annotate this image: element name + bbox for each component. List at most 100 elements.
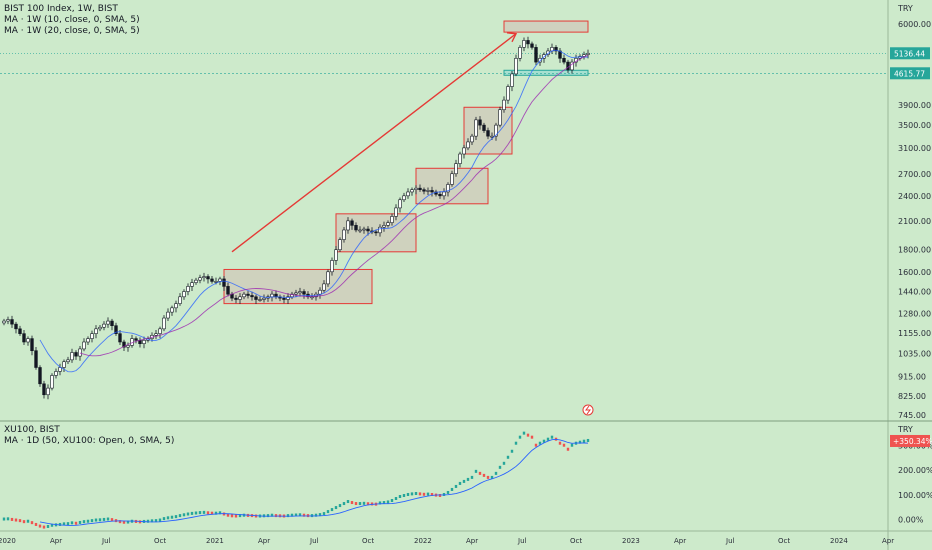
candle (194, 279, 198, 283)
candle (34, 350, 38, 368)
lower-legend: XU100, BIST MA · 1D (50, XU100: Open, 0,… (4, 425, 174, 447)
candle (382, 225, 386, 228)
ma-fast-label[interactable]: MA · 1W (10, close, 0, SMA, 5) (4, 15, 140, 25)
candle (586, 52, 590, 55)
compare-candle (50, 523, 54, 527)
ma-slow-line (79, 54, 589, 357)
candle (50, 375, 54, 389)
compare-title[interactable]: XU100, BIST (4, 425, 60, 435)
compare-candle (322, 512, 326, 516)
candle (226, 286, 230, 295)
candle (166, 311, 170, 319)
compare-tick: 100.00% (898, 491, 932, 500)
compare-candle (326, 510, 330, 514)
consolidation-box-1 (223, 268, 373, 305)
compare-candle (562, 443, 566, 447)
compare-candle (94, 518, 98, 522)
candle (86, 338, 90, 343)
price-tick: 1035.00 (898, 349, 931, 358)
compare-candle (234, 514, 238, 518)
last-price-text: 5136.44 (894, 49, 925, 58)
time-tick: Apr (466, 537, 478, 545)
candle (186, 286, 190, 292)
compare-candle (82, 520, 86, 524)
candle (258, 299, 262, 301)
compare-candle (42, 525, 46, 529)
compare-candle (2, 517, 6, 521)
candle (82, 341, 86, 350)
compare-candle (122, 520, 126, 524)
compare-candle (542, 439, 546, 443)
compare-candle (202, 510, 206, 514)
compare-candle (10, 517, 14, 521)
candle (330, 260, 334, 273)
compare-candle (98, 518, 102, 522)
candle (466, 141, 470, 149)
compare-candle (534, 443, 538, 447)
price-tick: 6000.00 (898, 20, 931, 29)
candle (374, 231, 378, 234)
candle (206, 276, 210, 280)
compare-candle (582, 439, 586, 443)
candle (214, 281, 218, 283)
compare-candle (74, 521, 78, 525)
compare-candle (406, 492, 410, 496)
compare-candle (526, 433, 530, 437)
price-tick: 915.00 (898, 372, 926, 381)
compare-candle (334, 506, 338, 510)
ma-slow-label[interactable]: MA · 1W (20, close, 0, SMA, 5) (4, 26, 140, 36)
price-tick: 745.00 (898, 411, 926, 420)
price-tick: 1280.00 (898, 310, 931, 319)
compare-tick: 200.00% (898, 466, 932, 475)
candle (162, 317, 166, 330)
compare-candle (402, 493, 406, 497)
compare-candle (106, 517, 110, 521)
compare-candle (14, 518, 18, 522)
candle (302, 291, 306, 295)
candle (534, 47, 538, 63)
candle (478, 119, 482, 126)
candle (270, 293, 274, 298)
candle (30, 338, 34, 352)
candle (114, 325, 118, 334)
candle (286, 296, 290, 300)
price-tick: 2700.00 (898, 170, 931, 179)
candle (318, 289, 322, 295)
candle (118, 333, 122, 343)
compare-candle (474, 469, 478, 473)
candle (538, 58, 542, 63)
compare-candle (538, 441, 542, 445)
candle (490, 135, 494, 138)
compare-candle (46, 524, 50, 528)
candle (322, 283, 326, 291)
time-tick: Apr (50, 537, 62, 545)
compare-candle (482, 473, 486, 477)
compare-candle (226, 513, 230, 517)
candle (66, 359, 70, 363)
candle (446, 184, 450, 193)
compare-candle (338, 504, 342, 508)
compare-candle (238, 514, 242, 518)
symbol-title[interactable]: BIST 100 Index, 1W, BIST (4, 4, 118, 14)
compare-candle (126, 520, 130, 524)
compare-candle (274, 514, 278, 518)
compare-candle (118, 520, 122, 524)
candle (494, 124, 498, 137)
candle (250, 295, 254, 298)
candle (442, 191, 446, 197)
compare-candle (462, 479, 466, 483)
compare-ma-label[interactable]: MA · 1D (50, XU100: Open, 0, SMA, 5) (4, 436, 175, 446)
trend-arrow-head (506, 32, 518, 43)
candle (102, 323, 106, 328)
compare-candle (150, 519, 154, 523)
compare-candle (546, 437, 550, 441)
candle (482, 124, 486, 131)
compare-candle (566, 447, 570, 451)
compare-candle (354, 502, 358, 506)
candle (54, 371, 58, 376)
candle (98, 326, 102, 330)
time-tick: Oct (362, 537, 374, 545)
time-tick: Oct (778, 537, 790, 545)
compare-candle (518, 435, 522, 439)
